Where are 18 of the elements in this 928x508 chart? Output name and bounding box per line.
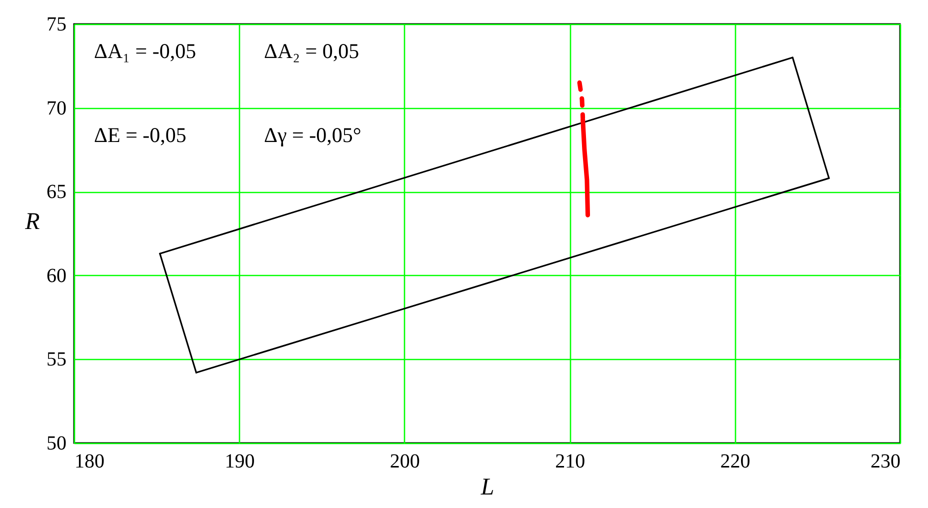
annotation: ΔE = -0,05 [94,123,186,147]
y-axis-title: R [24,209,40,235]
annotation: ΔA₁ = -0,05 [94,39,196,63]
annotation: Δγ = -0,05° [264,123,362,147]
x-tick-label: 220 [720,450,750,472]
x-axis-title: L [480,474,494,500]
y-tick-label: 50 [46,432,66,454]
y-tick-label: 55 [46,348,66,371]
x-tick-label: 200 [390,450,420,472]
annotation: ΔA₂ = 0,05 [264,39,360,63]
y-tick-label: 60 [46,264,66,287]
x-tick-label: 230 [870,450,900,472]
x-tick-label: 180 [74,450,104,472]
y-tick-label: 65 [46,181,66,204]
y-tick-label: 70 [46,97,66,120]
y-tick-label: 75 [46,14,66,36]
x-tick-label: 210 [555,450,586,472]
x-tick-label: 190 [224,450,255,472]
